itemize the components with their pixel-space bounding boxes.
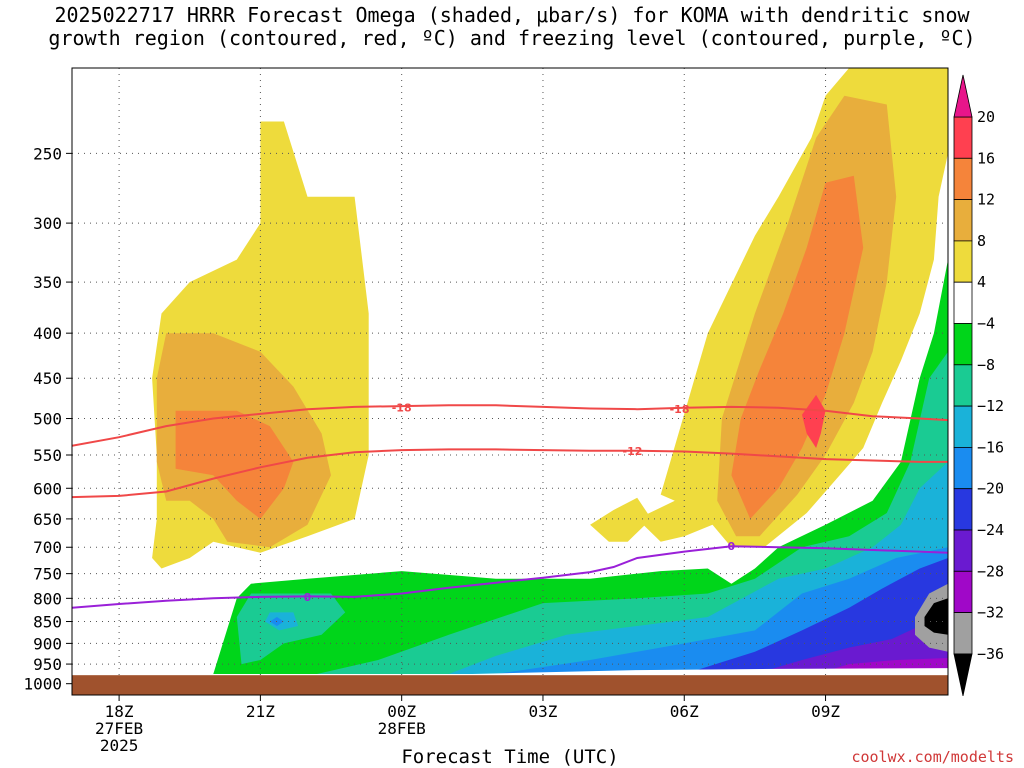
x-tick-label-12-0: 06Z bbox=[670, 702, 699, 721]
colorbar-segment-3 bbox=[953, 240, 973, 283]
colorbar-segment-12 bbox=[953, 612, 973, 655]
colorbar-label-9: −20 bbox=[977, 480, 1004, 498]
x-tick-label-0-0: 18Z bbox=[105, 702, 134, 721]
colorbar-segment-10 bbox=[953, 529, 973, 572]
colorbar-segment-9 bbox=[953, 488, 973, 531]
contour-label-text: -18 bbox=[392, 402, 412, 415]
x-tick-label-3-0: 21Z bbox=[246, 702, 275, 721]
omega-region-6 bbox=[802, 394, 826, 448]
omega-region-2 bbox=[175, 410, 294, 519]
colorbar-segment-6 bbox=[953, 364, 973, 407]
contour-line-2 bbox=[72, 545, 948, 609]
omega-region-9 bbox=[236, 593, 346, 665]
title-line-2: growth region (contoured, red, ºC) and f… bbox=[48, 26, 976, 50]
colorbar-label-5: −4 bbox=[977, 315, 995, 333]
contour-label-0-1: -18 bbox=[670, 403, 690, 416]
contour-line-0 bbox=[72, 404, 948, 447]
contour-label-text: -18 bbox=[670, 403, 690, 416]
x-tick-label-0-2: 2025 bbox=[100, 736, 139, 755]
y-tick-label-450: 450 bbox=[33, 369, 62, 388]
colorbar-segment-0 bbox=[953, 116, 973, 159]
colorbar-under-arrow bbox=[953, 653, 973, 696]
colorbar-segment-5 bbox=[953, 323, 973, 366]
contour-line-1 bbox=[72, 448, 948, 499]
omega-region-19 bbox=[924, 598, 948, 635]
y-tick-label-750: 750 bbox=[33, 565, 62, 584]
y-tick-label-950: 950 bbox=[33, 655, 62, 674]
colorbar-over-arrow bbox=[953, 74, 973, 118]
ground-surface bbox=[72, 675, 948, 695]
colorbar-label-13: −36 bbox=[977, 645, 1004, 663]
contour-label-text: 0 bbox=[728, 540, 736, 553]
contour-lines: -18 -18 -12 0 0 bbox=[72, 402, 948, 609]
colorbar-segment-1 bbox=[953, 157, 973, 201]
y-tick-label-700: 700 bbox=[33, 538, 62, 557]
y-tick-label-850: 850 bbox=[33, 613, 62, 632]
y-tick-label-1000: 1000 bbox=[23, 675, 62, 694]
y-tick-label-550: 550 bbox=[33, 446, 62, 465]
colorbar: 20 16 12 8 4 −4 −8 −12 −16 −20 −24 −28 −32 −36 bbox=[953, 74, 1004, 696]
colorbar-label-2: 12 bbox=[977, 191, 995, 209]
y-tick-label-900: 900 bbox=[33, 634, 62, 653]
plot-area: -18 -18 -12 0 0 bbox=[72, 68, 948, 695]
colorbar-label-10: −24 bbox=[977, 521, 1004, 539]
contour-label-1-0: -12 bbox=[623, 445, 643, 458]
colorbar-label-8: −16 bbox=[977, 438, 1004, 456]
omega-region-7 bbox=[590, 497, 652, 542]
x-tick-label-9-0: 03Z bbox=[529, 702, 558, 721]
omega-shading bbox=[152, 68, 948, 674]
colorbar-label-0: 20 bbox=[977, 108, 995, 126]
y-tick-label-350: 350 bbox=[33, 273, 62, 292]
colorbar-segment-8 bbox=[953, 446, 973, 490]
x-tick-label-6-0: 00Z bbox=[387, 702, 416, 721]
y-tick-label-250: 250 bbox=[33, 144, 62, 163]
y-tick-label-500: 500 bbox=[33, 410, 62, 429]
colorbar-label-7: −12 bbox=[977, 397, 1004, 415]
colorbar-label-1: 16 bbox=[977, 149, 995, 167]
contour-label-2-1: 0 bbox=[728, 540, 736, 553]
colorbar-label-4: 4 bbox=[977, 273, 986, 291]
y-axis: 250 300 350 400 450 500 550 600 650 700 750 800 850 9… bbox=[23, 144, 72, 694]
colorbar-segment-11 bbox=[953, 570, 973, 613]
y-tick-label-800: 800 bbox=[33, 589, 62, 608]
omega-region-8 bbox=[213, 259, 948, 674]
y-tick-label-600: 600 bbox=[33, 479, 62, 498]
grid-lines bbox=[72, 68, 948, 695]
y-tick-label-400: 400 bbox=[33, 324, 62, 343]
title-line-1: 2025022717 HRRR Forecast Omega (shaded, … bbox=[54, 3, 970, 27]
contour-label-2-0: 0 bbox=[304, 591, 312, 604]
contour-label-0-0: -18 bbox=[392, 402, 412, 415]
chart-title: 2025022717 HRRR Forecast Omega (shaded, … bbox=[0, 4, 1024, 50]
y-tick-label-300: 300 bbox=[33, 214, 62, 233]
x-tick-label-15-0: 09Z bbox=[811, 702, 840, 721]
y-tick-label-650: 650 bbox=[33, 510, 62, 529]
colorbar-segment-2 bbox=[953, 199, 973, 242]
colorbar-segment-4 bbox=[953, 281, 973, 324]
colorbar-label-12: −32 bbox=[977, 604, 1004, 622]
contour-label-text: -12 bbox=[623, 445, 643, 458]
colorbar-label-3: 8 bbox=[977, 232, 986, 250]
credit-link[interactable]: coolwx.com/modelts bbox=[851, 748, 1014, 766]
plot-frame bbox=[71, 67, 949, 696]
x-axis-label: Forecast Time (UTC) bbox=[401, 746, 619, 768]
contour-label-text: 0 bbox=[304, 591, 312, 604]
omega-region-20 bbox=[472, 668, 948, 674]
omega-region-5 bbox=[731, 175, 864, 519]
colorbar-segment-7 bbox=[953, 405, 973, 448]
x-tick-label-0-1: 27FEB bbox=[95, 719, 143, 738]
colorbar-label-6: −8 bbox=[977, 356, 995, 374]
colorbar-label-11: −28 bbox=[977, 562, 1004, 580]
x-tick-label-6-1: 28FEB bbox=[378, 719, 426, 738]
